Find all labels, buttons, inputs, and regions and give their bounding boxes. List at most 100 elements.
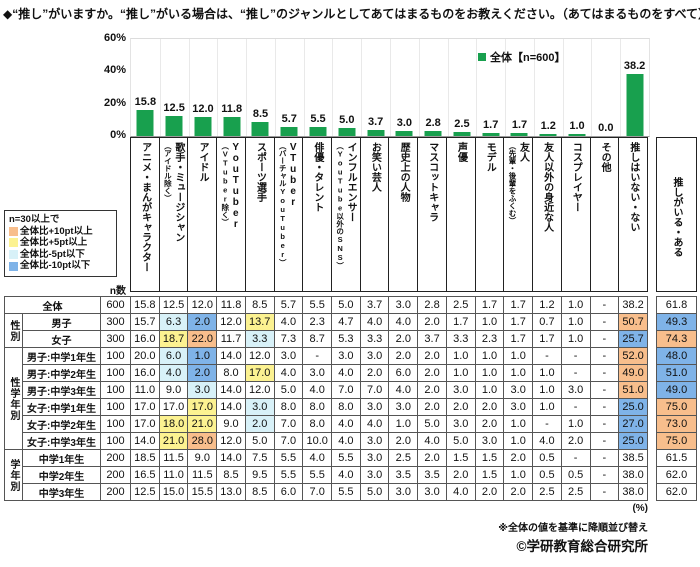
value-cell: - [532,415,562,433]
row-label-cell: 女子 [22,330,101,348]
category-main-text: モデル [484,142,496,172]
bar-column: 3.0 [390,39,419,136]
row-label-cell: 男子:中学2年生 [22,364,101,382]
value-cell: 12.0 [244,381,275,399]
row-label-cell: 中学3年生 [22,483,101,501]
value-cell: 17.0 [158,398,189,416]
value-cell: 1.0 [560,330,591,348]
value-cell: - [589,347,620,365]
value-cell: 3.0 [445,381,476,399]
bar-column: 15.8 [131,39,160,136]
value-cell: 3.0 [302,364,333,382]
threshold-legend-item: 全体比+5pt以上 [9,237,112,249]
category-main-text: お笑い芸人 [369,142,381,192]
n-count-cell: 100 [100,347,131,365]
chart-legend: 全体【n=600】 [478,49,566,65]
category-label: VTuber （バーチャルYouTuber） [273,137,304,292]
value-cell: 8.0 [273,398,304,416]
grid-line [217,39,219,136]
table-row: 女子 300 16.0 18.7 22.0 11.7 3.3 7.3 8.7 5.3 3.3 2.0 3… [5,330,648,348]
legend-label: 全体【n=600】 [490,52,566,64]
bar-column: 1.7 [476,39,505,136]
value-cell: 5.0 [331,296,361,314]
threshold-legend-label: 全体比+10pt以上 [20,225,93,237]
value-cell: 1.0 [532,364,562,382]
value-cell: 50.7 [618,313,648,331]
oshi-aru-value-cell: 49.0 [656,381,697,399]
value-cell: 2.0 [560,432,591,450]
table-row: 62.0 [656,466,697,484]
value-cell: 4.0 [302,381,333,399]
value-cell: 1.7 [445,313,476,331]
oshi-aru-table: 61.8 49.3 74.3 48.0 51.0 49.0 75.0 73.0 75.0 61.5… [656,296,697,501]
oshi-aru-value-cell: 61.5 [656,449,697,467]
sort-footnote: ※全体の値を基準に降順並び替え [498,523,648,534]
table-row: 62.0 [656,483,697,501]
value-cell: 14.0 [216,449,246,467]
grid-line [274,39,276,136]
chart-plot: 15.8 12.5 12.0 11.8 8.5 5.7 5.5 5.0 3.7 3.0 2.8 2.5… [130,38,650,137]
value-cell: 25.7 [618,330,648,348]
bar [482,133,500,136]
value-cell: 1.0 [445,347,476,365]
value-cell: 1.0 [388,415,419,433]
value-cell: 1.0 [532,381,562,399]
value-cell: 8.5 [244,296,275,314]
table-row: 女子:中学3年生 100 14.0 21.0 28.0 12.0 5.0 7.0 10.0 4.0… [5,432,648,450]
grid-line [188,39,190,136]
bar-value-label: 12.5 [163,101,185,114]
value-cell: - [589,466,620,484]
value-cell: 3.0 [273,347,304,365]
value-cell: 1.5 [474,466,505,484]
value-cell: 1.7 [503,330,534,348]
value-cell: - [560,398,591,416]
grid-line [620,39,622,136]
value-cell: 21.0 [158,432,189,450]
value-cell: 3.0 [445,415,476,433]
value-cell: 22.0 [187,330,218,348]
value-cell: 25.0 [618,398,648,416]
bar-column: 5.5 [304,39,333,136]
oshi-aru-value-cell: 62.0 [656,483,697,501]
threshold-legend-item: 全体比-10pt以下 [9,260,112,272]
bar-value-label: 2.5 [454,117,470,130]
bar-value-label: 5.7 [281,112,297,125]
grid-line [361,39,363,136]
grid-line [159,39,161,136]
value-cell: 8.0 [302,415,333,433]
grid-line [476,39,478,136]
value-cell: 15.7 [130,313,160,331]
value-cell: 7.0 [359,381,390,399]
grid-line [390,39,391,136]
value-cell: 14.0 [216,398,246,416]
threshold-color-swatch [9,261,18,271]
category-main-text: VTuber [287,142,299,208]
bar-value-label: 1.0 [569,120,585,133]
category-label: その他 [589,137,620,292]
value-cell: 4.0 [331,415,361,433]
threshold-legend-item: 全体比-5pt以下 [9,249,112,261]
value-cell: 38.5 [618,449,648,467]
bar-value-label: 5.5 [310,113,326,126]
table-row: 女子:中学1年生 100 17.0 17.0 17.0 14.0 3.0 8.0 8.0 8.0 3… [5,398,648,416]
n-count-cell: 200 [100,483,131,501]
value-cell: 2.5 [532,483,562,501]
value-cell: - [560,347,591,365]
row-label-cell: 女子:中学3年生 [22,432,101,450]
value-cell: 3.0 [359,466,390,484]
table-row: 73.0 [656,415,697,433]
value-cell: 28.0 [187,432,218,450]
value-cell: 2.0 [445,398,476,416]
value-cell: 9.0 [187,449,218,467]
row-label-cell: 全体 [4,296,101,314]
value-cell: 18.7 [158,330,189,348]
page-title: ◆“推し”がいますか。“推し”がいる場合は、“推し”のジャンルとしてあてはまるも… [3,7,700,21]
row-group-cell: 性別 [4,313,23,348]
bar-column: 2.5 [448,39,477,136]
value-cell: 7.0 [273,415,304,433]
y-axis-tick-label: 60% [103,32,126,44]
bar [367,130,385,136]
bar [338,127,356,136]
value-cell: 1.0 [474,364,505,382]
value-cell: 3.3 [244,330,275,348]
